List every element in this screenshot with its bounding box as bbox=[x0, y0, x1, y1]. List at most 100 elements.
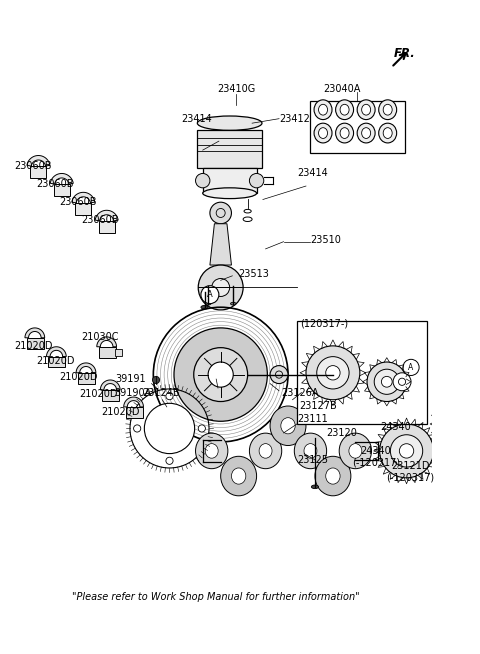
Ellipse shape bbox=[361, 105, 371, 115]
Ellipse shape bbox=[315, 456, 351, 496]
Circle shape bbox=[435, 401, 480, 447]
Text: 23410G: 23410G bbox=[217, 84, 255, 94]
Ellipse shape bbox=[304, 443, 317, 458]
Text: 21020D: 21020D bbox=[80, 389, 118, 400]
Text: 23414: 23414 bbox=[297, 167, 328, 178]
Text: A: A bbox=[408, 363, 414, 372]
Text: 23414: 23414 bbox=[181, 114, 212, 124]
Ellipse shape bbox=[361, 128, 371, 139]
Text: 21020D: 21020D bbox=[101, 407, 140, 417]
Ellipse shape bbox=[336, 100, 354, 120]
Bar bbox=[311, 101, 405, 153]
Circle shape bbox=[452, 418, 465, 430]
Ellipse shape bbox=[231, 468, 246, 484]
Circle shape bbox=[317, 356, 349, 389]
Ellipse shape bbox=[319, 105, 327, 115]
Circle shape bbox=[174, 328, 267, 421]
Text: 23125: 23125 bbox=[298, 455, 329, 465]
Ellipse shape bbox=[205, 302, 211, 305]
Text: 23060B: 23060B bbox=[36, 179, 74, 189]
Circle shape bbox=[198, 425, 205, 432]
Text: 23120: 23120 bbox=[326, 428, 357, 438]
Text: 24340
(-120317): 24340 (-120317) bbox=[352, 447, 400, 468]
Ellipse shape bbox=[314, 100, 332, 120]
Ellipse shape bbox=[195, 433, 228, 469]
Bar bbox=[197, 130, 262, 168]
Circle shape bbox=[250, 173, 264, 188]
Text: 23127B: 23127B bbox=[299, 401, 336, 411]
Bar bbox=[125, 407, 143, 418]
Circle shape bbox=[133, 425, 141, 432]
Circle shape bbox=[390, 435, 423, 467]
Text: FR.: FR. bbox=[394, 47, 416, 60]
Text: 23126A: 23126A bbox=[281, 388, 318, 398]
Circle shape bbox=[194, 348, 248, 402]
Circle shape bbox=[144, 404, 194, 454]
Circle shape bbox=[382, 377, 392, 387]
Text: (120317-): (120317-) bbox=[300, 318, 348, 328]
Polygon shape bbox=[210, 224, 231, 265]
Text: 39191: 39191 bbox=[116, 374, 146, 384]
Text: 21030C: 21030C bbox=[82, 332, 119, 342]
Circle shape bbox=[393, 373, 411, 390]
Text: 23060B: 23060B bbox=[59, 198, 96, 207]
Ellipse shape bbox=[201, 305, 208, 309]
Text: 21020D: 21020D bbox=[14, 341, 53, 351]
Circle shape bbox=[166, 392, 173, 400]
Circle shape bbox=[380, 424, 433, 478]
Circle shape bbox=[195, 173, 210, 188]
Circle shape bbox=[201, 286, 219, 303]
Ellipse shape bbox=[259, 443, 272, 458]
Ellipse shape bbox=[230, 302, 236, 305]
Circle shape bbox=[210, 202, 231, 224]
Polygon shape bbox=[97, 337, 117, 347]
Polygon shape bbox=[95, 211, 118, 221]
Polygon shape bbox=[100, 380, 120, 390]
Text: 23060B: 23060B bbox=[82, 215, 119, 225]
Polygon shape bbox=[25, 328, 45, 337]
Text: 23510: 23510 bbox=[311, 235, 341, 245]
Polygon shape bbox=[76, 363, 96, 373]
Polygon shape bbox=[124, 397, 144, 407]
Text: 21020D: 21020D bbox=[36, 356, 75, 366]
Circle shape bbox=[478, 430, 480, 445]
Polygon shape bbox=[27, 156, 50, 166]
Polygon shape bbox=[47, 347, 66, 356]
Bar bbox=[75, 203, 91, 215]
Circle shape bbox=[326, 366, 340, 380]
Text: 23121D
(-120317): 23121D (-120317) bbox=[386, 461, 434, 483]
Text: 23111: 23111 bbox=[297, 415, 328, 424]
Circle shape bbox=[367, 362, 407, 402]
Circle shape bbox=[374, 370, 399, 394]
Bar bbox=[98, 221, 115, 233]
Text: 23060B: 23060B bbox=[14, 162, 52, 171]
Circle shape bbox=[306, 346, 360, 400]
Ellipse shape bbox=[312, 485, 319, 489]
Ellipse shape bbox=[197, 116, 262, 130]
Bar bbox=[98, 347, 116, 358]
Circle shape bbox=[153, 377, 160, 383]
Polygon shape bbox=[50, 173, 73, 184]
Ellipse shape bbox=[379, 100, 396, 120]
Ellipse shape bbox=[250, 433, 282, 469]
Circle shape bbox=[403, 359, 419, 375]
Ellipse shape bbox=[379, 123, 396, 143]
Text: A: A bbox=[207, 290, 213, 299]
Ellipse shape bbox=[349, 443, 362, 458]
Circle shape bbox=[208, 362, 233, 387]
Bar bbox=[203, 168, 257, 193]
Circle shape bbox=[270, 366, 288, 383]
Text: 21020D: 21020D bbox=[59, 372, 97, 383]
Circle shape bbox=[399, 443, 414, 458]
Ellipse shape bbox=[326, 468, 340, 484]
Bar bbox=[115, 349, 122, 356]
Ellipse shape bbox=[319, 128, 327, 139]
Ellipse shape bbox=[383, 128, 392, 139]
Ellipse shape bbox=[294, 433, 326, 469]
Ellipse shape bbox=[336, 123, 354, 143]
Ellipse shape bbox=[357, 123, 375, 143]
Circle shape bbox=[444, 409, 473, 438]
Ellipse shape bbox=[203, 188, 257, 199]
Text: 39190A: 39190A bbox=[114, 388, 152, 398]
Text: "Please refer to Work Shop Manual for further information": "Please refer to Work Shop Manual for fu… bbox=[72, 593, 360, 602]
